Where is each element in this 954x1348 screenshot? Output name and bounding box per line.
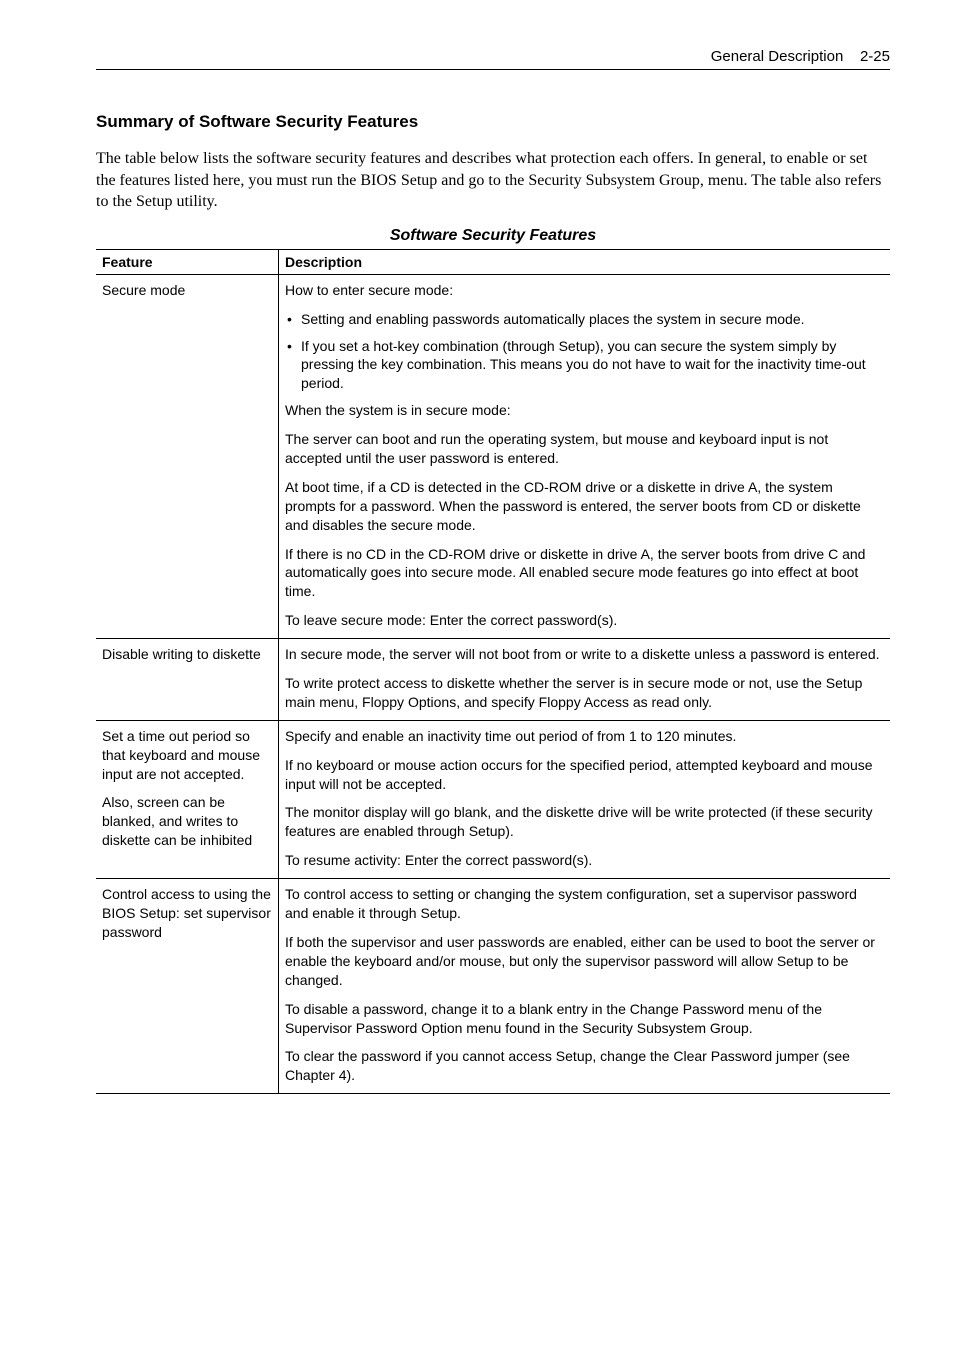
desc-text: How to enter secure mode: <box>285 281 884 300</box>
table-row: Control access to using the BIOS Setup: … <box>96 879 890 1094</box>
feature-text: Also, screen can be blanked, and writes … <box>102 793 272 850</box>
security-features-table: Feature Description Secure mode How to e… <box>96 249 890 1094</box>
desc-bullet: If you set a hot-key combination (throug… <box>285 337 884 394</box>
header-page-number: 2-25 <box>860 48 890 65</box>
desc-text: If both the supervisor and user password… <box>285 933 884 990</box>
desc-text: The monitor display will go blank, and t… <box>285 803 884 841</box>
table-title: Software Security Features <box>96 227 890 245</box>
desc-text: The server can boot and run the operatin… <box>285 430 884 468</box>
page-header: General Description 2-25 <box>96 48 890 70</box>
col-header-description: Description <box>279 249 891 274</box>
feature-cell: Control access to using the BIOS Setup: … <box>96 879 279 1094</box>
desc-text: If there is no CD in the CD-ROM drive or… <box>285 545 884 602</box>
feature-cell: Secure mode <box>96 274 279 638</box>
description-cell: To control access to setting or changing… <box>279 879 891 1094</box>
desc-text: In secure mode, the server will not boot… <box>285 645 884 664</box>
intro-paragraph: The table below lists the software secur… <box>96 148 890 213</box>
description-cell: Specify and enable an inactivity time ou… <box>279 720 891 878</box>
table-row: Disable writing to diskette In secure mo… <box>96 639 890 721</box>
desc-text: To clear the password if you cannot acce… <box>285 1047 884 1085</box>
desc-text: To resume activity: Enter the correct pa… <box>285 851 884 870</box>
feature-cell: Set a time out period so that keyboard a… <box>96 720 279 878</box>
desc-text: To leave secure mode: Enter the correct … <box>285 611 884 630</box>
desc-text: To disable a password, change it to a bl… <box>285 1000 884 1038</box>
feature-cell: Disable writing to diskette <box>96 639 279 721</box>
desc-text: When the system is in secure mode: <box>285 401 884 420</box>
description-cell: In secure mode, the server will not boot… <box>279 639 891 721</box>
section-title: Summary of Software Security Features <box>96 112 890 132</box>
feature-text: Set a time out period so that keyboard a… <box>102 727 272 784</box>
desc-text: To write protect access to diskette whet… <box>285 674 884 712</box>
header-section: General Description <box>711 48 844 65</box>
desc-bullet: Setting and enabling passwords automatic… <box>285 310 884 329</box>
description-cell: How to enter secure mode: Setting and en… <box>279 274 891 638</box>
desc-text: To control access to setting or changing… <box>285 885 884 923</box>
desc-text: If no keyboard or mouse action occurs fo… <box>285 756 884 794</box>
desc-text: Specify and enable an inactivity time ou… <box>285 727 884 746</box>
desc-bullet-list: Setting and enabling passwords automatic… <box>285 310 884 394</box>
col-header-feature: Feature <box>96 249 279 274</box>
desc-text: At boot time, if a CD is detected in the… <box>285 478 884 535</box>
table-header-row: Feature Description <box>96 249 890 274</box>
table-row: Secure mode How to enter secure mode: Se… <box>96 274 890 638</box>
table-row: Set a time out period so that keyboard a… <box>96 720 890 878</box>
